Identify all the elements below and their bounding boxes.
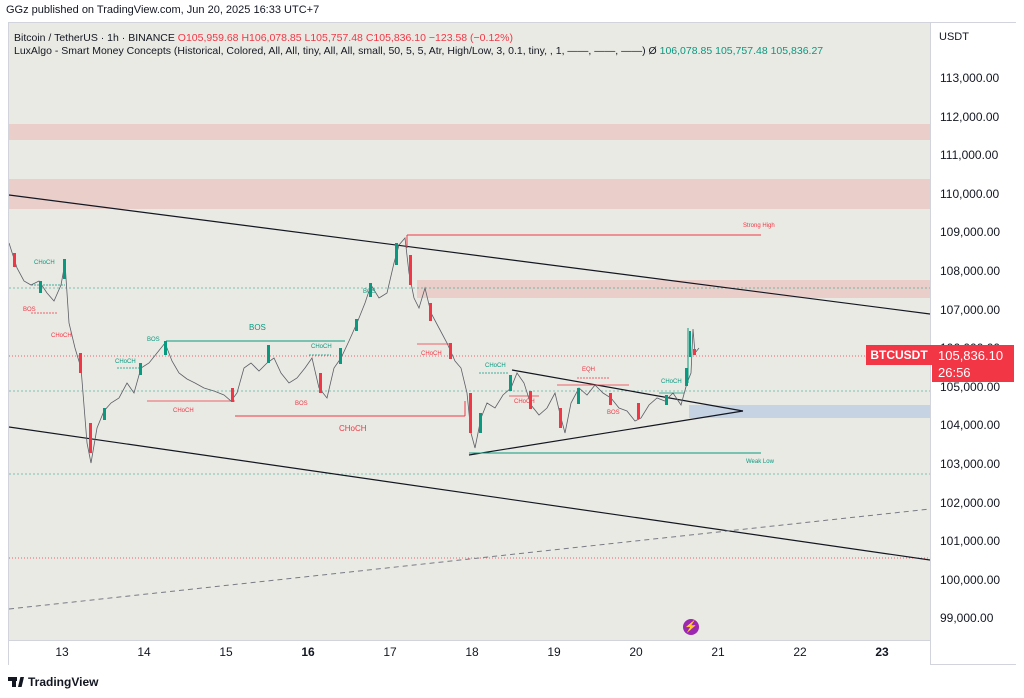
last-price-symbol: BTCUSDT (866, 345, 932, 365)
time-tick: 20 (629, 645, 643, 659)
supply-zone-2 (9, 179, 930, 209)
choch-label: CHoCH (514, 399, 535, 405)
strong-high-label: Strong High (743, 223, 775, 229)
bos-label: BOS (23, 307, 36, 313)
price-tick: 109,000.00 (940, 225, 1001, 240)
time-tick: 13 (55, 645, 69, 659)
ohlc-open: O105,959.68 (177, 32, 239, 44)
eqh-label: EQH (582, 367, 596, 373)
countdown-timer: 26:56 (938, 365, 971, 380)
indicator-eye-icon[interactable]: Ø (648, 45, 657, 57)
time-tick: 16 (301, 645, 315, 659)
tradingview-logo-icon (8, 677, 24, 687)
price-tick: 113,000.00 (940, 71, 1000, 85)
price-tick: 105,000.00 (940, 379, 1001, 394)
tradingview-brand: TradingView (8, 675, 98, 689)
legend-row-symbol: Bitcoin / TetherUS · 1h · BINANCE O105,9… (14, 32, 513, 44)
currency-label[interactable]: USDT (939, 31, 969, 43)
price-tick: 112,000.00 (940, 109, 1000, 124)
weak-low-label: Weak Low (746, 459, 774, 465)
publish-line: GGz published on TradingView.com, Jun 20… (6, 4, 320, 16)
channel-lower-line (9, 426, 930, 561)
time-tick: 18 (465, 645, 479, 659)
choch-label: CHoCH (311, 344, 332, 350)
flash-icon[interactable]: ⚡ (683, 619, 699, 635)
demand-zone (689, 405, 930, 418)
chart-plot-area[interactable]: CHoCH BOS CHoCH CHoCH BOS CHoCH BOS CHoC… (9, 23, 930, 640)
time-tick: 19 (547, 645, 561, 659)
triangle-upper (511, 369, 744, 412)
time-tick: 21 (711, 645, 725, 659)
indicator-value-3: 105,836.27 (770, 45, 824, 57)
price-tick: 108,000.00 (940, 264, 1001, 278)
ohlc-low: L105,757.48 (304, 32, 363, 44)
time-tick: 14 (137, 645, 151, 659)
bos-label: BOS (295, 401, 308, 407)
price-tick: 110,000.00 (940, 186, 1000, 201)
chart-canvas[interactable] (9, 23, 930, 640)
price-tick: 111,000.00 (940, 148, 999, 163)
candles (13, 243, 696, 453)
indicator-value-1: 106,078.85 (659, 45, 713, 57)
price-tick: 99,000.00 (940, 611, 994, 626)
choch-label-large: CHoCH (339, 424, 367, 433)
supply-zone-3 (417, 280, 930, 298)
price-tick: 102,000.00 (940, 495, 1001, 510)
price-tick: 101,000.00 (940, 534, 1001, 549)
ohlc-change: −123.58 (−0.12%) (428, 32, 513, 44)
bos-label-large: BOS (249, 323, 266, 332)
indicator-value-2: 105,757.48 (715, 45, 768, 57)
choch-label: CHoCH (485, 363, 506, 369)
bos-label: BOS (363, 289, 376, 295)
brand-name: TradingView (28, 675, 99, 689)
bos-label: BOS (147, 337, 160, 343)
time-tick: 22 (793, 645, 807, 659)
choch-label: CHoCH (421, 351, 442, 357)
choch-label: CHoCH (51, 333, 72, 339)
time-tick: 17 (383, 645, 397, 659)
choch-label: CHoCH (173, 408, 194, 414)
symbol-title[interactable]: Bitcoin / TetherUS · 1h · BINANCE (14, 32, 175, 44)
supply-zone-1 (9, 124, 930, 140)
choch-label: CHoCH (115, 359, 136, 365)
ohlc-high: H106,078.85 (241, 32, 302, 44)
channel-upper-line (9, 194, 930, 315)
choch-label: CHoCH (661, 379, 682, 385)
time-axis[interactable] (9, 640, 930, 665)
ohlc-close: C105,836.10 (365, 32, 426, 44)
bos-label: BOS (607, 410, 620, 416)
price-tick: 103,000.00 (940, 457, 1001, 471)
price-axis[interactable] (930, 23, 1016, 664)
choch-label: CHoCH (34, 260, 55, 266)
last-price-box: 105,836.10 26:56 (932, 345, 1014, 382)
dashed-trend-line (9, 508, 930, 610)
last-price-value: 105,836.10 (938, 348, 1004, 363)
time-tick: 23 (875, 645, 889, 659)
price-tick: 107,000.00 (940, 302, 1001, 317)
indicator-title[interactable]: LuxAlgo - Smart Money Concepts (Historic… (14, 45, 646, 57)
price-tick: 104,000.00 (940, 418, 1001, 433)
price-tick: 100,000.00 (940, 572, 1001, 587)
legend-row-indicator: LuxAlgo - Smart Money Concepts (Historic… (14, 45, 823, 57)
triangle-lower (468, 410, 744, 456)
time-tick: 15 (219, 645, 233, 659)
